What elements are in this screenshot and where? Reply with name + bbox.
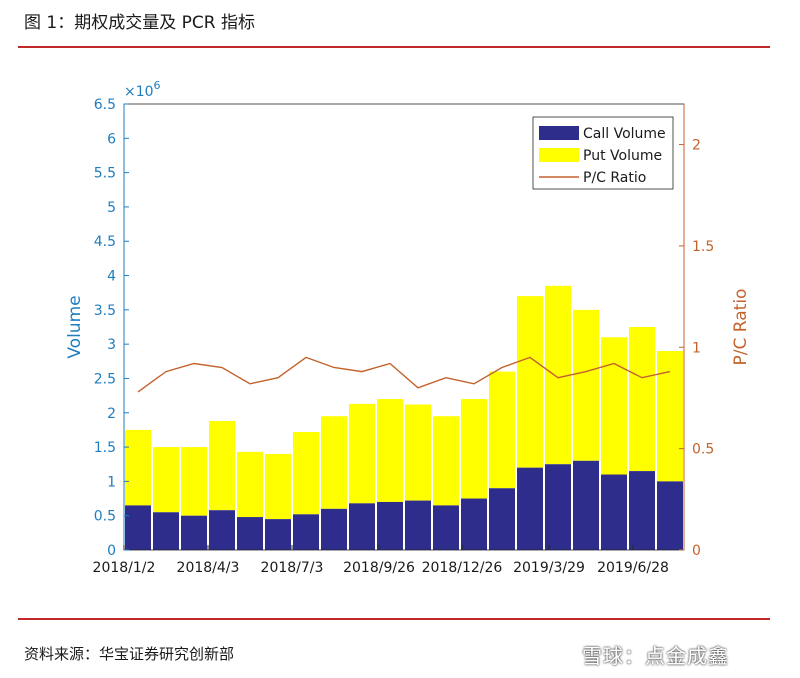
put-volume-bar: [433, 416, 459, 506]
call-volume-bar: [657, 481, 683, 550]
y2-axis-title: P/C Ratio: [731, 289, 751, 366]
legend-label: Call Volume: [583, 126, 666, 142]
call-volume-bar: [489, 488, 515, 550]
legend-swatch: [539, 126, 579, 140]
left-y-tick-label: 5: [107, 200, 116, 216]
put-volume-bar: [657, 351, 683, 482]
right-y-tick-label: 0.5: [692, 442, 714, 458]
x-tick-label: 2018/4/3: [177, 560, 240, 576]
put-volume-bar: [237, 451, 263, 518]
call-volume-bar: [601, 474, 627, 550]
call-volume-bar: [237, 517, 263, 550]
call-volume-bar: [181, 515, 207, 550]
x-tick-label: 2018/1/2: [93, 560, 156, 576]
call-volume-bar: [573, 460, 599, 550]
legend-swatch: [539, 148, 579, 162]
legend: Call Volume Put Volume P/C Ratio: [532, 116, 674, 190]
put-volume-bar: [573, 309, 599, 461]
left-y-tick-label: 6: [107, 131, 116, 147]
call-volume-bar: [545, 464, 571, 550]
left-y-tick-label: 1.5: [94, 440, 116, 456]
source-note: 资料来源：华宝证券研究创新部: [24, 645, 235, 663]
figure-title: 图 1：期权成交量及 PCR 指标: [24, 13, 255, 33]
call-volume-bar: [209, 510, 235, 550]
right-y-tick-label: 1.5: [692, 239, 714, 255]
put-volume-bar: [461, 399, 487, 499]
pc-ratio-line: [137, 356, 671, 393]
right-y-tick-label: 2: [692, 138, 701, 154]
call-volume-bar: [153, 512, 179, 550]
put-volume-bar: [349, 403, 375, 504]
put-volume-bar: [545, 285, 571, 465]
left-y-tick-label: 5.5: [94, 166, 116, 182]
left-y-tick-label: 0.5: [94, 509, 116, 525]
call-volume-bar: [125, 505, 151, 550]
right-y-tick-label: 1: [692, 340, 701, 356]
call-volume-bar: [405, 500, 431, 550]
put-volume-bar: [125, 429, 151, 506]
x-tick-label: 2018/12/26: [422, 560, 503, 576]
volume-pcr-chart: 0 0.5 1 1.5 2 2.5 3 3.5 4 4.5 5 5.5 6 6.5 0 0.5 1 1.5 2 201…: [65, 79, 751, 576]
x-tick-label: 2018/9/26: [343, 560, 415, 576]
x-tick-label: 2018/7/3: [261, 560, 324, 576]
left-y-tick-label: 6.5: [94, 97, 116, 113]
x-tick-label: 2019/3/29: [513, 560, 585, 576]
call-volume-bar: [433, 505, 459, 550]
x-tick-label: 2019/6/28: [597, 560, 669, 576]
legend-label: Put Volume: [583, 148, 662, 164]
put-volume-bar: [209, 421, 235, 511]
top-divider: [18, 46, 770, 48]
left-y-tick-label: 1: [107, 474, 116, 490]
call-volume-bar: [349, 503, 375, 550]
legend-label: P/C Ratio: [583, 170, 646, 186]
watermark: 雪球：点金成鑫: [582, 644, 729, 668]
put-volume-bar: [265, 453, 291, 520]
left-y-tick-label: 0: [107, 543, 116, 559]
bars-layer: [125, 285, 683, 550]
left-y-tick-label: 4.5: [94, 234, 116, 250]
put-volume-bar: [321, 416, 347, 509]
right-y-tick-label: 0: [692, 543, 701, 559]
left-y-tick-label: 3.5: [94, 303, 116, 319]
call-volume-bar: [265, 519, 291, 550]
left-y-tick-label: 3: [107, 337, 116, 353]
put-volume-bar: [153, 447, 179, 513]
put-volume-bar: [377, 399, 403, 502]
bottom-divider: [18, 618, 770, 620]
y-multiplier-label: ×106: [124, 79, 161, 100]
left-y-tick-label: 4: [107, 269, 116, 285]
call-volume-bar: [461, 498, 487, 550]
call-volume-bar: [293, 514, 319, 550]
ratio-line-layer: [137, 356, 671, 393]
put-volume-bar: [181, 447, 207, 516]
y-axis-title: Volume: [65, 295, 85, 358]
put-volume-bar: [601, 337, 627, 475]
put-volume-bar: [629, 327, 655, 472]
call-volume-bar: [629, 471, 655, 550]
put-volume-bar: [405, 404, 431, 501]
left-y-tick-label: 2: [107, 406, 116, 422]
call-volume-bar: [517, 467, 543, 550]
put-volume-bar: [517, 296, 543, 468]
left-y-tick-label: 2.5: [94, 371, 116, 387]
put-volume-bar: [489, 371, 515, 489]
put-volume-bar: [293, 431, 319, 515]
call-volume-bar: [321, 508, 347, 550]
axes-layer: 0 0.5 1 1.5 2 2.5 3 3.5 4 4.5 5 5.5 6 6.5 0 0.5 1 1.5 2 201…: [65, 79, 751, 576]
call-volume-bar: [377, 501, 403, 550]
